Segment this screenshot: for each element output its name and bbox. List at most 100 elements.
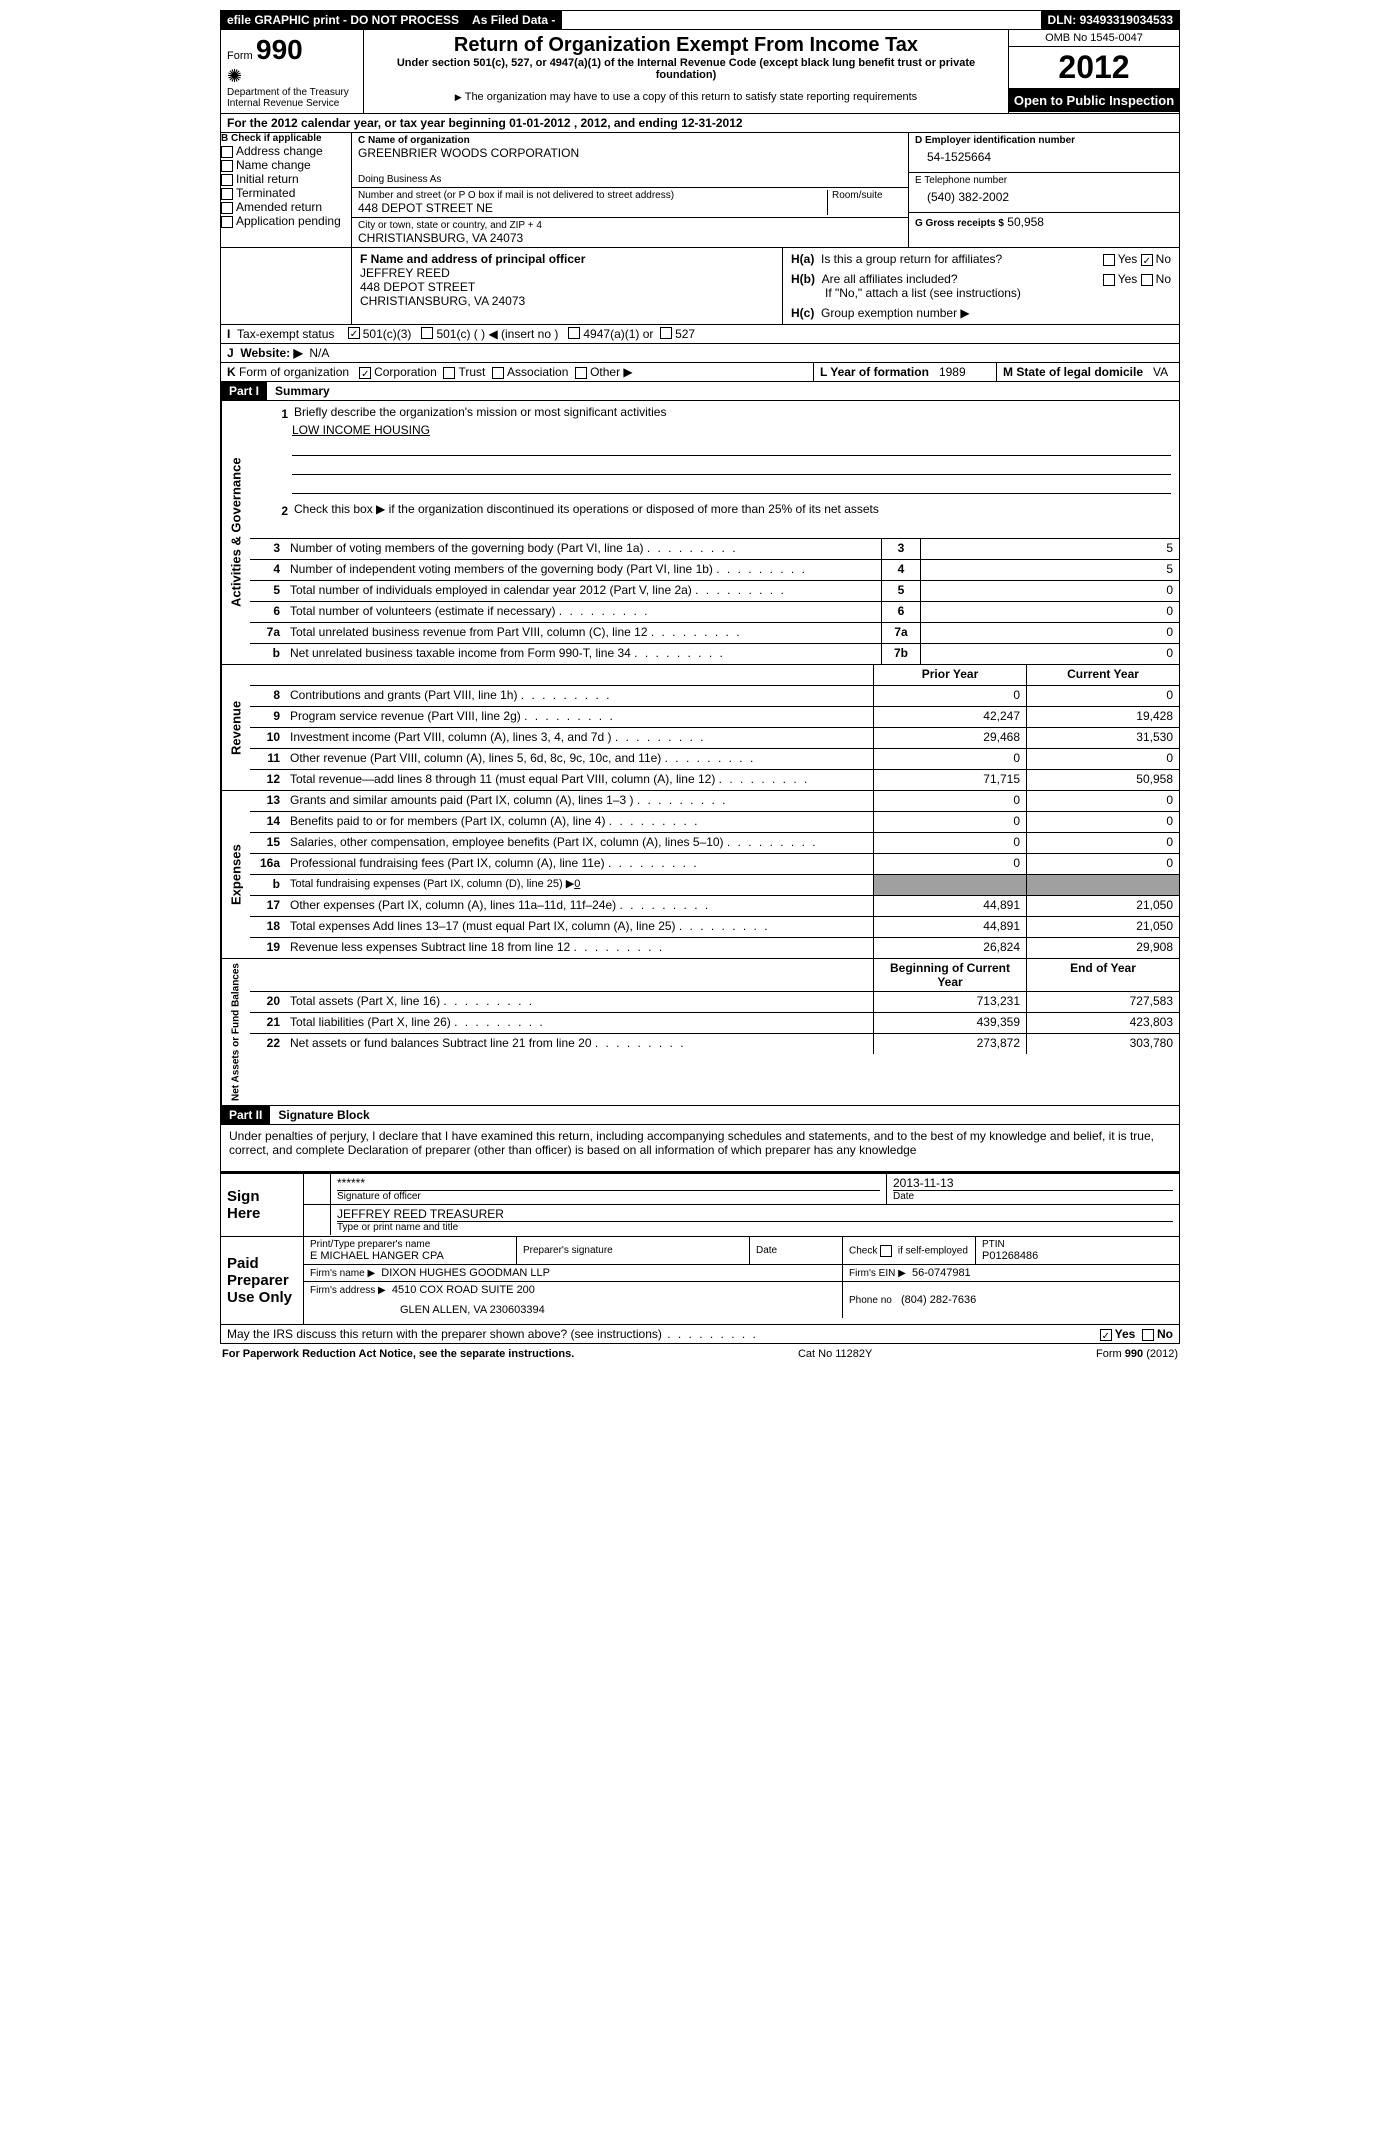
chk-4947[interactable] [568,327,580,339]
chk-amended[interactable] [221,202,233,214]
line-box: 6 [881,602,920,622]
line-num: 12 [250,770,286,790]
chk-corp[interactable] [359,367,371,379]
chk-ha-no[interactable] [1141,254,1153,266]
hb-no: No [1156,272,1171,286]
discuss-text: May the IRS discuss this return with the… [227,1327,662,1341]
chk-terminated[interactable] [221,188,233,200]
opt-trust: Trust [458,365,485,379]
chk-assoc[interactable] [492,367,504,379]
topbar-spacer [562,11,1041,29]
line-text: Benefits paid to or for members (Part IX… [286,812,873,832]
opt-assoc: Association [507,365,568,379]
box-deg: D Employer identification number 54-1525… [909,133,1179,247]
state-domicile: VA [1153,365,1168,379]
chk-initial-return[interactable] [221,174,233,186]
part1-tag: Part I [221,382,267,400]
mission-line-3 [292,460,1171,475]
line-num: 21 [250,1013,286,1033]
summary-line: 13Grants and similar amounts paid (Part … [250,791,1179,812]
chk-ha-yes[interactable] [1103,254,1115,266]
line-l-label: L Year of formation [820,365,929,379]
street-value: 448 DEPOT STREET NE [358,201,827,215]
line-prior: 439,359 [873,1013,1026,1033]
summary-line: 19Revenue less expenses Subtract line 18… [250,938,1179,958]
chk-trust[interactable] [443,367,455,379]
line-text: Total fundraising expenses (Part IX, col… [286,875,873,895]
line-klm: K Form of organization Corporation Trust… [220,363,1180,382]
line-val: 0 [920,623,1179,643]
line-prior: 273,872 [873,1034,1026,1054]
line-num: b [250,644,286,664]
summary-line: 3Number of voting members of the governi… [250,539,1179,560]
line-current: 0 [1026,812,1179,832]
lbl-initial-return: Initial return [236,172,299,186]
mission-line-4 [292,479,1171,494]
chk-name-change[interactable] [221,160,233,172]
room-label: Room/suite [827,190,902,215]
line-a: For the 2012 calendar year, or tax year … [220,114,1180,133]
summary-line: 11Other revenue (Part VIII, column (A), … [250,749,1179,770]
website-value: N/A [309,346,329,360]
box-f-label: F Name and address of principal officer [360,252,774,266]
perjury-statement: Under penalties of perjury, I declare th… [220,1125,1180,1172]
line-text: Total expenses Add lines 13–17 (must equ… [286,917,873,937]
fh-block: F Name and address of principal officer … [220,248,1180,325]
form-left-col: Form 990 ✺ Department of the Treasury In… [221,30,364,113]
part1-title: Summary [267,384,330,398]
summary-line: 15Salaries, other compensation, employee… [250,833,1179,854]
summary-line: 4Number of independent voting members of… [250,560,1179,581]
summary-line: 9Program service revenue (Part VIII, lin… [250,707,1179,728]
chk-hb-yes[interactable] [1103,274,1115,286]
officer-street: 448 DEPOT STREET [360,280,774,294]
ein-value: 54-1525664 [915,146,1173,170]
chk-527[interactable] [660,327,672,339]
line-current: 0 [1026,749,1179,769]
hc-text: Group exemption number ▶ [821,306,970,320]
line-current: 21,050 [1026,896,1179,916]
form-label: Form [227,50,253,62]
vlabel-expenses: Expenses [221,791,250,958]
chk-501c3[interactable] [348,327,360,339]
chk-501c[interactable] [421,327,433,339]
line-prior: 26,824 [873,938,1026,958]
line-prior: 0 [873,686,1026,706]
officer-city: CHRISTIANSBURG, VA 24073 [360,294,774,308]
header-center: Return of Organization Exempt From Incom… [364,30,1008,113]
chk-self-employed[interactable] [880,1245,892,1257]
line-current-shaded [1026,875,1179,895]
chk-hb-no[interactable] [1141,274,1153,286]
chk-discuss-no[interactable] [1142,1329,1154,1341]
line-num: 11 [250,749,286,769]
chk-other[interactable] [575,367,587,379]
line-prior: 0 [873,812,1026,832]
chk-app-pending[interactable] [221,216,233,228]
preparer-name-label: Print/Type preparer's name [310,1239,510,1250]
line-text: Contributions and grants (Part VIII, lin… [286,686,873,706]
summary-line: 10Investment income (Part VIII, column (… [250,728,1179,749]
line-box: 7a [881,623,920,643]
line-prior: 71,715 [873,770,1026,790]
part2-title: Signature Block [270,1108,369,1122]
line-current: 21,050 [1026,917,1179,937]
vlabel-revenue: Revenue [221,665,250,790]
lbl-app-pending: Application pending [236,214,341,228]
gross-receipts-value: 50,958 [1007,215,1044,229]
preparer-date-label: Date [756,1245,836,1256]
discuss-no: No [1157,1327,1173,1341]
summary-line: 21Total liabilities (Part X, line 26) 43… [250,1013,1179,1034]
lbl-address-change: Address change [236,144,323,158]
chk-address-change[interactable] [221,146,233,158]
line-val: 5 [920,560,1179,580]
page-footer: For Paperwork Reduction Act Notice, see … [220,1344,1180,1364]
hdr-begin-year: Beginning of Current Year [873,959,1026,991]
phone-label: Phone no [849,1295,892,1306]
officer-name: JEFFREY REED [360,266,774,280]
line-text: Grants and similar amounts paid (Part IX… [286,791,873,811]
line-num: 20 [250,992,286,1012]
line-text: Salaries, other compensation, employee b… [286,833,873,853]
line-num: 10 [250,728,286,748]
vlabel-net-assets: Net Assets or Fund Balances [221,959,250,1105]
footer-mid: Cat No 11282Y [798,1348,872,1360]
chk-discuss-yes[interactable] [1100,1329,1112,1341]
